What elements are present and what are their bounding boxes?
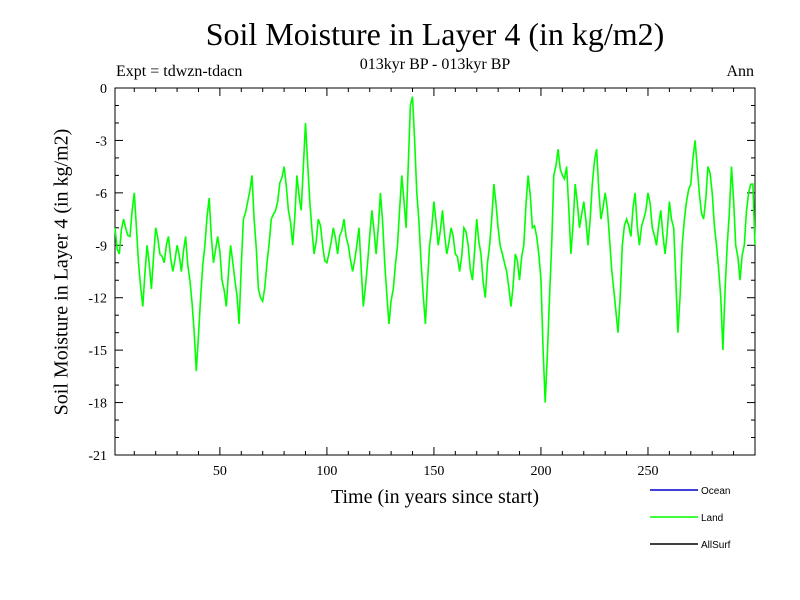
y-tick-label: -21: [88, 449, 107, 464]
y-tick-label: -15: [88, 344, 107, 359]
legend-label-land: Land: [701, 513, 723, 524]
y-tick-label: 0: [100, 82, 107, 97]
series-line-land: [114, 96, 756, 403]
x-tick-label: 50: [213, 464, 227, 479]
period-label: Ann: [726, 63, 754, 80]
y-tick-label: -18: [88, 397, 107, 412]
x-tick-label: 200: [530, 464, 551, 479]
legend-label-ocean: Ocean: [701, 486, 730, 497]
x-tick-label: 100: [316, 464, 337, 479]
y-tick-label: -9: [95, 239, 107, 254]
y-tick-label: -3: [95, 134, 107, 149]
plot-frame: [114, 87, 756, 456]
chart-title: Soil Moisture in Layer 4 (in kg/m2): [205, 16, 665, 52]
y-tick-label: -6: [95, 187, 107, 202]
chart-subtitle: 013kyr BP - 013kyr BP: [359, 56, 511, 73]
x-tick-label: 250: [637, 464, 658, 479]
legend-label-allsurf: AllSurf: [701, 540, 731, 551]
x-tick-label: 150: [423, 464, 444, 479]
y-tick-label: -12: [88, 292, 107, 307]
experiment-label: Expt = tdwzn-tdacn: [116, 63, 243, 80]
x-axis-label: Time (in years since start): [330, 486, 540, 508]
